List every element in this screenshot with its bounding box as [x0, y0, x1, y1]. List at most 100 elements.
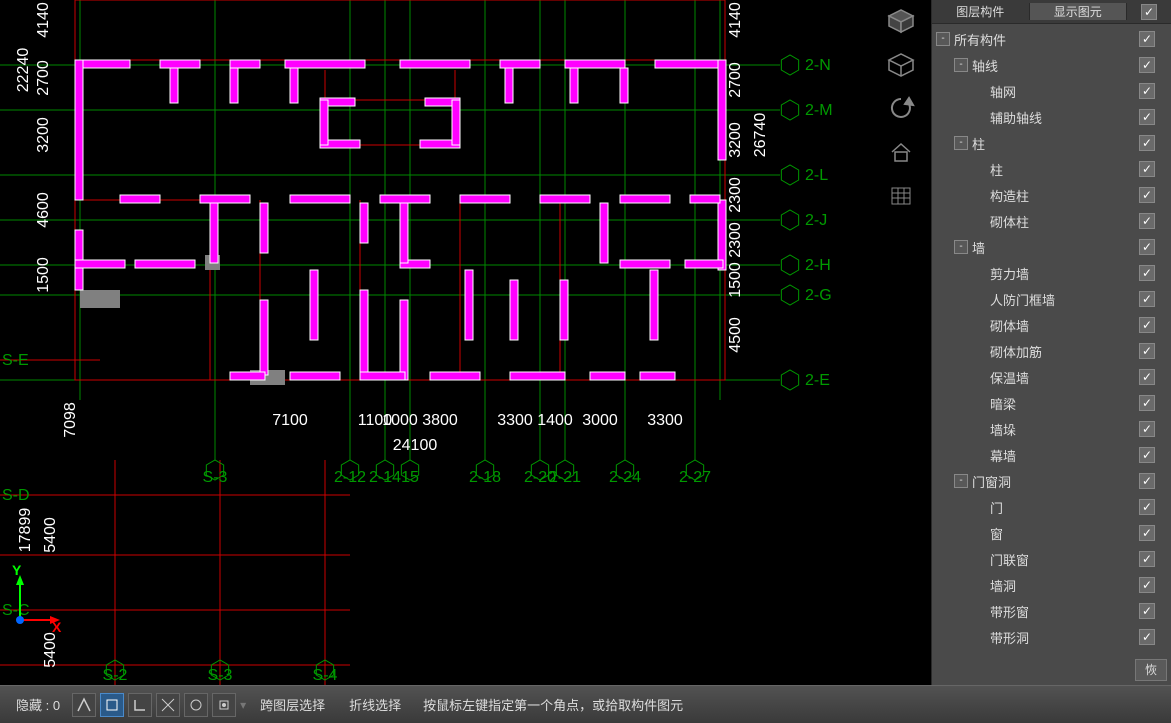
tree-label: 幕墙	[990, 446, 1127, 465]
snap-misc-btn[interactable]	[212, 693, 236, 717]
tree-row[interactable]: -柱✓	[932, 130, 1171, 156]
snap-center-btn[interactable]	[184, 693, 208, 717]
tree-row[interactable]: -轴线✓	[932, 52, 1171, 78]
view-cube-iso[interactable]	[883, 46, 919, 82]
svg-text:S-3: S-3	[208, 667, 233, 684]
tab-show-element[interactable]: 显示图元	[1030, 3, 1128, 20]
tree-row[interactable]: 砌体柱✓	[932, 208, 1171, 234]
restore-button[interactable]: 恢	[1135, 659, 1167, 681]
tree-checkbox[interactable]: ✓	[1127, 369, 1167, 385]
tree-row[interactable]: 幕墙✓	[932, 442, 1171, 468]
tree-row[interactable]: 暗梁✓	[932, 390, 1171, 416]
tree-checkbox[interactable]: ✓	[1127, 525, 1167, 541]
view-rotate[interactable]	[883, 90, 919, 126]
tree-checkbox[interactable]: ✓	[1127, 499, 1167, 515]
tree-checkbox[interactable]: ✓	[1127, 421, 1167, 437]
svg-text:4500: 4500	[727, 317, 744, 353]
tree-row[interactable]: 带形洞✓	[932, 624, 1171, 650]
tree-label: 人防门框墙	[990, 290, 1127, 309]
tree-checkbox[interactable]: ✓	[1127, 291, 1167, 307]
svg-text:2-12: 2-12	[334, 469, 366, 486]
tree-row[interactable]: 带形窗✓	[932, 598, 1171, 624]
tree-toggle[interactable]: -	[936, 32, 950, 46]
tree-toggle[interactable]: -	[954, 136, 968, 150]
tree-checkbox[interactable]: ✓	[1127, 629, 1167, 645]
tree-row[interactable]: 墙垛✓	[932, 416, 1171, 442]
tree-row[interactable]: -墙✓	[932, 234, 1171, 260]
tree-label: 保温墙	[990, 368, 1127, 387]
tree-toggle[interactable]: -	[954, 474, 968, 488]
tree-checkbox[interactable]: ✓	[1127, 603, 1167, 619]
tree-label: 暗梁	[990, 394, 1127, 413]
tree-row[interactable]: -门窗洞✓	[932, 468, 1171, 494]
tree-checkbox[interactable]: ✓	[1127, 317, 1167, 333]
tree-checkbox[interactable]: ✓	[1127, 395, 1167, 411]
tree-checkbox[interactable]: ✓	[1127, 551, 1167, 567]
tree-row[interactable]: 窗✓	[932, 520, 1171, 546]
tree-label: 带形窗	[990, 602, 1127, 621]
snap-ortho-btn[interactable]	[128, 693, 152, 717]
tree-label: 辅助轴线	[990, 108, 1127, 127]
svg-text:2-14: 2-14	[369, 469, 401, 486]
tree-row[interactable]: 保温墙✓	[932, 364, 1171, 390]
tree-checkbox[interactable]: ✓	[1127, 239, 1167, 255]
tree-toggle[interactable]: -	[954, 58, 968, 72]
tree-row[interactable]: 砌体加筋✓	[932, 338, 1171, 364]
svg-text:2700: 2700	[35, 60, 52, 96]
view-settings[interactable]	[883, 178, 919, 214]
tab-layer-component[interactable]: 图层构件	[932, 3, 1030, 20]
tree-checkbox[interactable]: ✓	[1127, 109, 1167, 125]
tree-label: 柱	[972, 134, 1127, 153]
svg-text:2-G: 2-G	[805, 287, 832, 304]
tree-checkbox[interactable]: ✓	[1127, 83, 1167, 99]
tree-row[interactable]: 门联窗✓	[932, 546, 1171, 572]
header-checkbox[interactable]: ✓	[1127, 4, 1171, 20]
tree-checkbox[interactable]: ✓	[1127, 447, 1167, 463]
svg-text:1000: 1000	[382, 412, 418, 429]
cross-layer-select-btn[interactable]: 跨图层选择	[250, 695, 335, 714]
tree-checkbox[interactable]: ✓	[1127, 31, 1167, 47]
svg-text:2300: 2300	[727, 177, 744, 213]
tree-row[interactable]: 轴网✓	[932, 78, 1171, 104]
tree-row[interactable]: 砌体墙✓	[932, 312, 1171, 338]
svg-text:S-3: S-3	[203, 469, 228, 486]
tree-row[interactable]: 柱✓	[932, 156, 1171, 182]
tree-row[interactable]: 门✓	[932, 494, 1171, 520]
tree-checkbox[interactable]: ✓	[1127, 265, 1167, 281]
tree-checkbox[interactable]: ✓	[1127, 161, 1167, 177]
svg-text:2-24: 2-24	[609, 469, 641, 486]
view-home[interactable]	[883, 134, 919, 170]
snap-perp-btn[interactable]	[156, 693, 180, 717]
command-prompt: 按鼠标左键指定第一个角点，或拾取构件图元	[423, 695, 683, 714]
polyline-select-btn[interactable]: 折线选择	[339, 695, 411, 714]
tree-checkbox[interactable]: ✓	[1127, 473, 1167, 489]
svg-text:3000: 3000	[582, 412, 618, 429]
tree-row[interactable]: 人防门框墙✓	[932, 286, 1171, 312]
tree-row[interactable]: 构造柱✓	[932, 182, 1171, 208]
svg-text:7098: 7098	[62, 402, 79, 438]
tree-checkbox[interactable]: ✓	[1127, 187, 1167, 203]
svg-text:2-H: 2-H	[805, 257, 831, 274]
view-cube-toolbar	[876, 0, 926, 214]
tree-checkbox[interactable]: ✓	[1127, 577, 1167, 593]
tree-row[interactable]: -所有构件✓	[932, 26, 1171, 52]
tree-label: 墙垛	[990, 420, 1127, 439]
tree-checkbox[interactable]: ✓	[1127, 57, 1167, 73]
tree-row[interactable]: 剪力墙✓	[932, 260, 1171, 286]
svg-text:4140: 4140	[35, 2, 52, 38]
snap-mid-btn[interactable]	[100, 693, 124, 717]
svg-text:2-E: 2-E	[805, 372, 830, 389]
y-axis-label: Y	[12, 562, 22, 578]
tree-row[interactable]: 辅助轴线✓	[932, 104, 1171, 130]
snap-endpoint-btn[interactable]	[72, 693, 96, 717]
svg-text:S-2: S-2	[103, 667, 128, 684]
tree-checkbox[interactable]: ✓	[1127, 213, 1167, 229]
svg-text:S-C: S-C	[2, 602, 30, 619]
tree-toggle[interactable]: -	[954, 240, 968, 254]
tree-checkbox[interactable]: ✓	[1127, 343, 1167, 359]
tree-row[interactable]: 墙洞✓	[932, 572, 1171, 598]
drawing-canvas[interactable]: 2-N2-M2-L2-J2-H2-G2-E S-ES-DS-C 41402700…	[0, 0, 930, 685]
view-cube-top[interactable]	[883, 2, 919, 38]
tree-checkbox[interactable]: ✓	[1127, 135, 1167, 151]
svg-text:4600: 4600	[35, 192, 52, 228]
